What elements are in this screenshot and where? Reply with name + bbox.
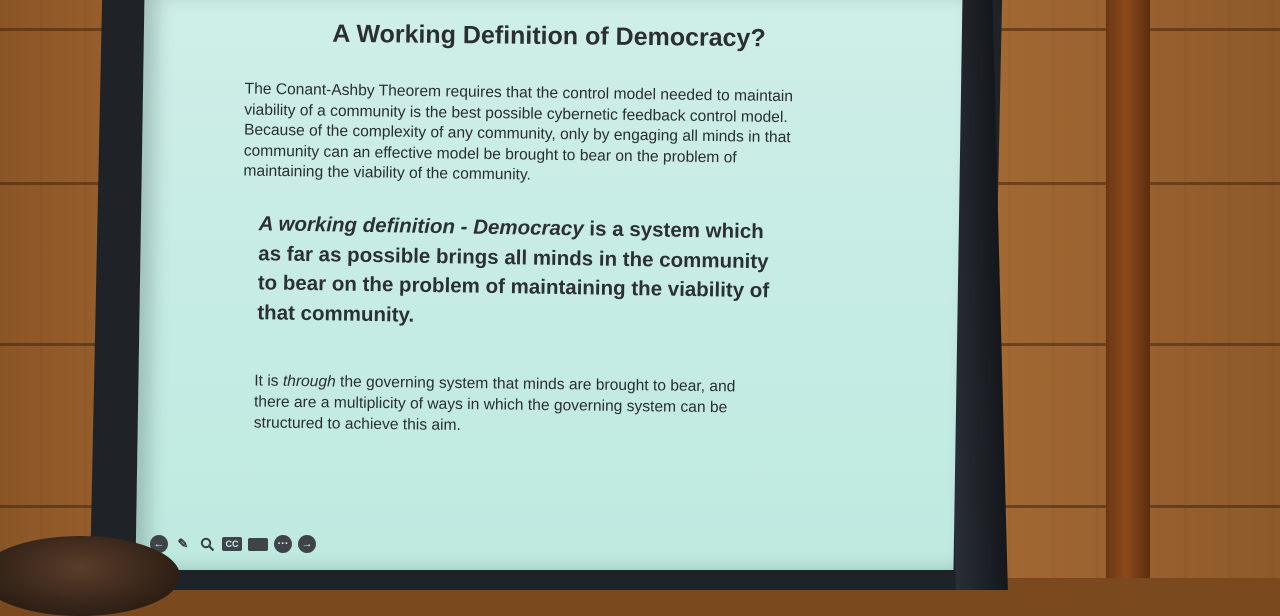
definition-line-rest: is a system which [583,217,764,244]
forward-arrow-icon[interactable]: → [298,535,316,553]
wood-pillar [1106,0,1150,578]
slide-title: A Working Definition of Democracy? [332,19,766,53]
presenter-toolbar: ← ✎ CC ··· → [150,533,316,555]
zoom-icon[interactable] [198,535,216,553]
more-icon[interactable]: ··· [274,535,292,553]
text-pre: It is [254,372,283,390]
projection-screen: A Working Definition of Democracy? The C… [135,0,963,570]
definition-block: A working definition - Democracy is a sy… [257,209,869,337]
text-rest: the governing system that minds are brou… [335,373,736,396]
cc-icon[interactable]: CC [222,537,242,551]
camera-icon[interactable] [248,537,268,551]
pen-icon[interactable]: ✎ [177,536,189,551]
definition-lead: A working definition - Democracy [258,212,584,241]
intro-paragraph: The Conant-Ashby Theorem requires that t… [243,80,884,192]
closing-paragraph: It is through the governing system that … [254,370,835,440]
audience-head [0,536,180,616]
text-italic: through [282,372,336,391]
